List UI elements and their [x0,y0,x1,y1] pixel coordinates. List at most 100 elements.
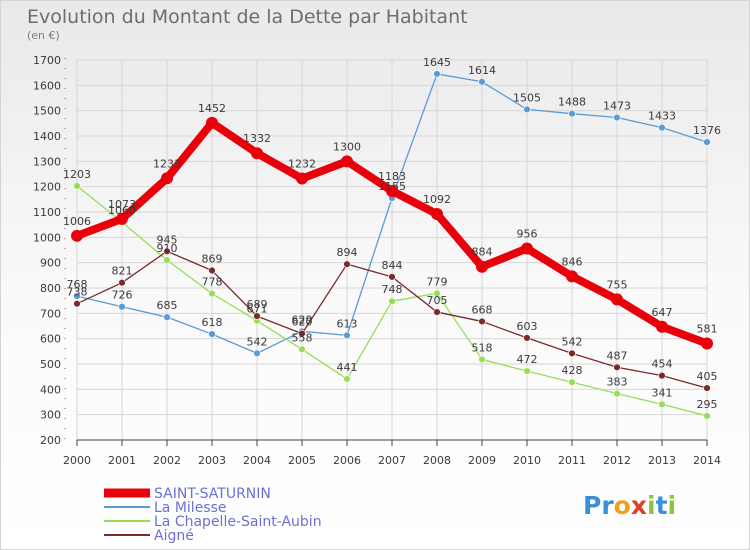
x-tick-label: 2011 [558,454,586,467]
x-tick-label: 2000 [63,454,91,467]
data-label: 945 [157,233,178,246]
data-point [611,293,623,306]
x-tick-label: 2014 [693,454,721,467]
y-tick-label: 1500 [33,105,61,118]
y-tick-label: 1600 [33,79,61,92]
data-label: 1300 [333,140,361,153]
data-label: 779 [427,275,448,288]
data-point [386,184,398,197]
y-tick-label: 1400 [33,130,61,143]
data-label: 1073 [108,198,136,211]
data-point [433,70,441,78]
data-point [73,292,81,300]
data-point [433,289,441,298]
data-label: 647 [652,306,673,319]
y-tick-label: 600 [40,333,61,346]
x-tick-label: 2003 [198,454,226,467]
y-tick-label: 200 [40,434,61,447]
data-label: 487 [607,349,628,362]
data-label: 620 [292,316,313,329]
data-point [478,317,486,326]
data-point [431,208,443,221]
data-label: 542 [562,335,583,348]
data-point [613,389,621,398]
data-label: 1183 [378,170,406,183]
data-label: 1332 [243,132,271,145]
data-point [206,116,218,129]
data-label: 558 [292,331,313,344]
data-point [478,78,486,86]
data-point [208,266,216,275]
logo-letter: t [656,491,668,520]
data-label: 618 [202,316,223,329]
y-tick-label: 300 [40,409,61,422]
data-point [118,303,126,311]
data-point [253,312,261,320]
data-point [613,113,621,122]
data-point [343,375,351,383]
data-label: 894 [337,246,358,259]
y-tick-label: 900 [40,257,61,270]
x-tick-label: 2007 [378,454,406,467]
data-label: 668 [472,303,493,316]
x-tick-label: 2012 [603,454,631,467]
series-lines [71,70,713,420]
data-label: 1203 [63,168,91,181]
y-tick-label: 800 [40,282,61,295]
x-tick-label: 2010 [513,454,541,467]
data-label: 884 [472,246,493,259]
x-tick-label: 2004 [243,454,271,467]
data-labels: 1006 1073 1233 1452 1332 1232 1300 1183 1092 884 9… [63,56,721,411]
data-point [656,320,668,333]
y-tick-label: 1700 [33,54,61,67]
data-point [523,334,531,342]
data-label: 472 [517,353,538,366]
chart-title: Evolution du Montant de la Dette par Hab… [27,6,468,28]
data-label: 1433 [648,110,676,123]
data-point [118,278,126,287]
y-tick-label: 1200 [33,181,61,194]
y-tick-label: 700 [40,307,61,320]
data-label: 844 [382,259,403,272]
data-label: 1006 [63,215,91,228]
y-tick-label: 500 [40,358,61,371]
data-point [343,260,351,268]
y-tick-label: 1100 [33,206,61,219]
data-point [163,247,171,255]
logo-letter: i [668,491,677,520]
data-label: 629 [292,313,313,326]
logo-letter: r [601,491,614,520]
y-tick-label: 400 [40,383,61,396]
data-label: 581 [697,322,718,335]
data-point [73,300,81,308]
y-tick-label: 1300 [33,155,61,168]
data-label: 1645 [423,56,451,69]
y-tick-label: 1000 [33,231,61,244]
axes: 200 300 400 500 600 700 800 900 1000 1100 1200 1300… [33,54,721,467]
data-point [163,256,171,264]
data-label: 1376 [693,124,721,137]
data-label: 689 [247,298,268,311]
data-point [658,400,666,408]
legend-label: SAINT-SATURNIN [154,486,271,502]
data-label: 1505 [513,91,541,104]
data-point [116,212,128,225]
legend-label: La Chapelle-Saint-Aubin [154,514,322,530]
data-point [343,331,351,340]
data-point [701,337,713,350]
data-point [388,273,396,281]
data-point [568,110,576,118]
data-label: 428 [562,364,583,377]
data-label: 518 [472,341,493,354]
data-label: 726 [112,289,133,302]
data-label: 671 [247,303,268,316]
logo-letter: P [583,491,601,520]
data-point [703,138,711,146]
data-point [296,172,308,185]
data-label: 405 [697,370,718,383]
data-label: 295 [697,398,718,411]
data-label: 768 [67,278,88,291]
legend-label: Aigné [154,528,194,544]
